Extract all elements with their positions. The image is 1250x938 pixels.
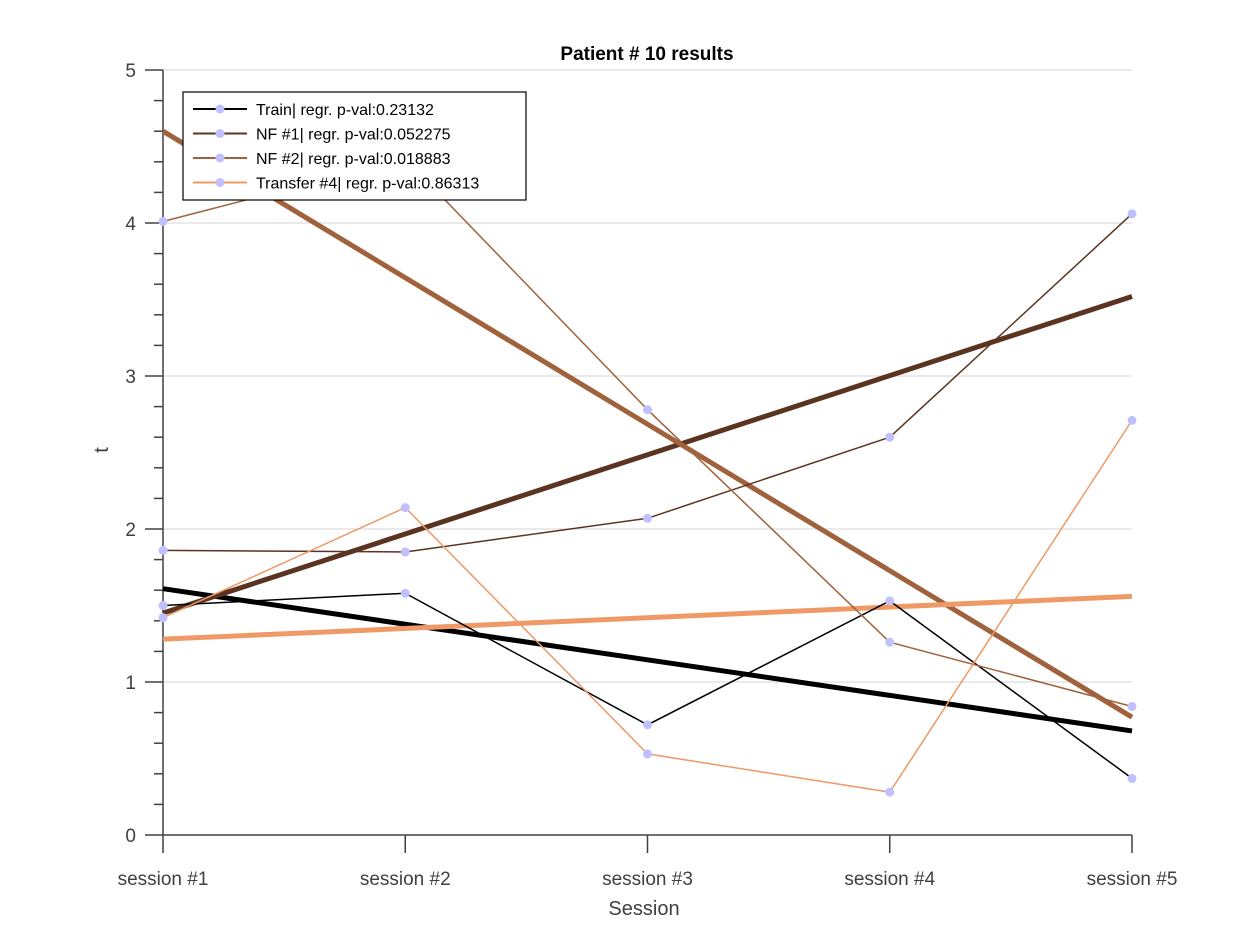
data-point xyxy=(400,547,410,557)
data-point xyxy=(885,432,895,442)
data-point xyxy=(643,513,652,523)
y-tick-label: 1 xyxy=(125,673,136,694)
plot-area xyxy=(158,129,1137,797)
legend-swatch-marker xyxy=(215,153,225,163)
data-point xyxy=(1127,209,1137,219)
chart-title: Patient # 10 results xyxy=(560,44,733,65)
y-tick-label: 5 xyxy=(125,61,136,82)
y-axis-label: t xyxy=(91,447,113,453)
x-tick-label: session #1 xyxy=(118,869,209,890)
x-tick-label: session #5 xyxy=(1087,869,1178,890)
legend-swatch-marker xyxy=(215,178,225,187)
data-point xyxy=(885,596,895,606)
regression-line xyxy=(162,586,1133,734)
grid-lines xyxy=(163,69,1132,683)
data-point xyxy=(643,405,652,415)
axes: 0 1 2 3 4 5 session #1 session #2 session #3 sess… xyxy=(118,61,1178,890)
data-point xyxy=(1127,701,1137,711)
regression-line xyxy=(161,129,1134,720)
y-tick-label: 4 xyxy=(125,214,136,235)
x-tick-label: session #3 xyxy=(602,869,693,890)
data-point xyxy=(643,720,652,730)
y-tick-label: 3 xyxy=(125,367,136,388)
data-point xyxy=(1127,773,1137,783)
regression-line xyxy=(162,593,1133,642)
data-point xyxy=(158,545,168,555)
series-line xyxy=(162,213,1133,553)
x-axis-label: Session xyxy=(608,898,679,920)
data-point xyxy=(158,613,168,623)
data-point xyxy=(643,749,652,759)
data-point xyxy=(885,637,895,647)
series-line xyxy=(162,157,1133,708)
data-point xyxy=(400,503,410,513)
series-line xyxy=(162,419,1133,793)
regression-line xyxy=(162,294,1133,616)
y-tick-label: 2 xyxy=(125,520,136,541)
legend-label: NF #2| regr. p-val:0.018883 xyxy=(256,151,451,168)
legend-swatch-marker xyxy=(215,129,225,138)
data-point xyxy=(158,601,168,610)
data-point xyxy=(400,588,410,598)
data-point xyxy=(885,787,895,797)
legend-label: Transfer #4| regr. p-val:0.86313 xyxy=(256,176,479,193)
data-point xyxy=(1127,415,1137,425)
y-tick-label: 0 xyxy=(125,826,136,847)
x-tick-label: session #2 xyxy=(360,869,451,890)
legend: Train| regr. p-val:0.23132 NF #1| regr. p… xyxy=(182,91,527,201)
x-tick-label: session #4 xyxy=(844,869,935,890)
legend-swatch-marker xyxy=(215,104,225,114)
data-point xyxy=(158,216,168,226)
legend-label: Train| regr. p-val:0.23132 xyxy=(256,102,434,119)
legend-label: NF #1| regr. p-val:0.052275 xyxy=(256,127,451,144)
